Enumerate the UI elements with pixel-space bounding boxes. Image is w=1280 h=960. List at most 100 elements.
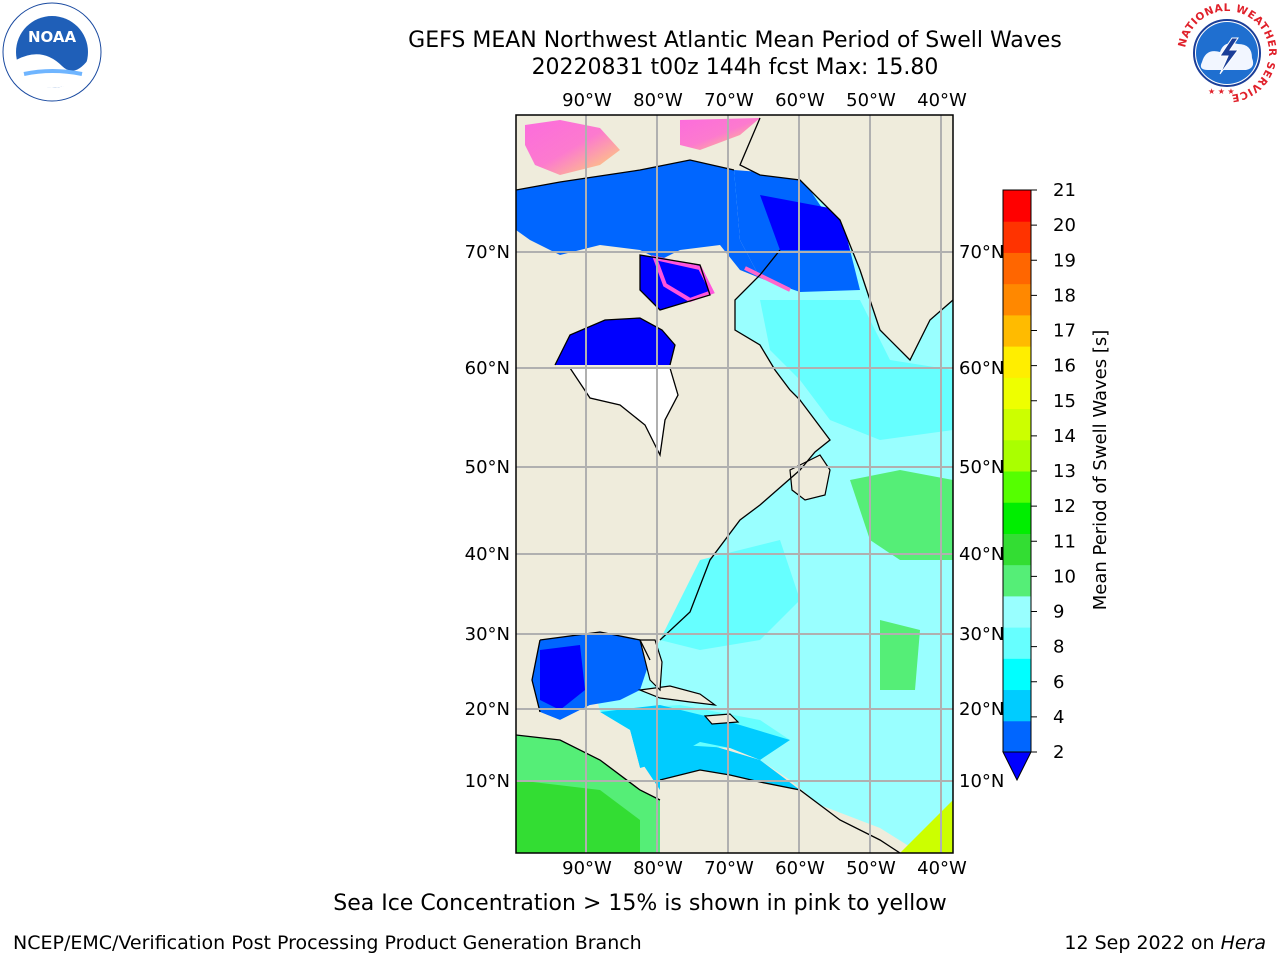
colorbar-bin bbox=[1003, 502, 1031, 534]
colorbar-tick-label: 8 bbox=[1053, 637, 1064, 658]
colorbar-tick-label: 16 bbox=[1053, 356, 1076, 377]
colorbar-bin bbox=[1003, 252, 1031, 285]
colorbar-bin bbox=[1003, 314, 1031, 347]
lat-label: 30°N bbox=[959, 624, 1004, 645]
colorbar: 2 4 6 8 9 10 11 12 13 14 15 16 17 18 19 20 21 bbox=[1002, 180, 1076, 782]
no-data-area bbox=[570, 368, 678, 455]
colorbar-bin bbox=[1003, 377, 1031, 410]
lon-label: 40°W bbox=[917, 858, 967, 879]
longitude-labels-bottom: 90°W 80°W 70°W 60°W 50°W 40°W bbox=[562, 858, 967, 879]
lat-label: 50°N bbox=[465, 457, 510, 478]
ocean-patch bbox=[660, 540, 800, 650]
lat-label: 50°N bbox=[959, 457, 1004, 478]
lon-label: 50°W bbox=[846, 90, 896, 111]
colorbar-bin bbox=[1003, 564, 1031, 597]
lat-label: 10°N bbox=[465, 771, 510, 792]
colorbar-tick-label: 4 bbox=[1053, 707, 1064, 728]
lon-label: 80°W bbox=[633, 858, 683, 879]
colorbar-tick-label: 19 bbox=[1053, 250, 1076, 271]
lon-label: 60°W bbox=[775, 90, 825, 111]
colorbar-extend-arrow bbox=[1002, 751, 1032, 782]
chart-title: GEFS MEAN Northwest Atlantic Mean Period… bbox=[408, 28, 1062, 53]
credit-text: NCEP/EMC/Verification Post Processing Pr… bbox=[13, 932, 642, 954]
colorbar-tick-label: 6 bbox=[1053, 672, 1064, 693]
lon-label: 70°W bbox=[704, 858, 754, 879]
latitude-labels-right: 70°N 60°N 50°N 40°N 30°N 20°N 10°N bbox=[959, 242, 1004, 792]
latitude-labels-left: 70°N 60°N 50°N 40°N 30°N 20°N 10°N bbox=[465, 242, 510, 792]
lat-label: 30°N bbox=[465, 624, 510, 645]
colorbar-bin bbox=[1003, 471, 1031, 503]
ocean-patch bbox=[900, 800, 953, 853]
cuba bbox=[637, 685, 718, 706]
sea-ice bbox=[525, 120, 620, 175]
ocean-patch bbox=[850, 470, 953, 560]
colorbar-bin bbox=[1003, 533, 1031, 566]
colorbar-tick-label: 12 bbox=[1053, 496, 1076, 517]
lat-label: 40°N bbox=[959, 544, 1004, 565]
colorbar-tick-label: 11 bbox=[1053, 531, 1076, 552]
colorbar-label: Mean Period of Swell Waves [s] bbox=[1090, 330, 1111, 611]
colorbar-bin bbox=[1003, 221, 1031, 253]
lat-label: 20°N bbox=[959, 699, 1004, 720]
south-america bbox=[660, 770, 900, 853]
colorbar-tick-label: 18 bbox=[1053, 285, 1076, 306]
svg-text:NOAA: NOAA bbox=[28, 28, 77, 46]
hispaniola bbox=[703, 713, 740, 725]
ocean-patch bbox=[540, 645, 585, 710]
lon-label: 60°W bbox=[775, 858, 825, 879]
colorbar-tick-label: 17 bbox=[1053, 321, 1076, 342]
colorbar-bin bbox=[1003, 627, 1031, 659]
colorbar-bin bbox=[1003, 658, 1031, 691]
colorbar-bin bbox=[1003, 720, 1031, 753]
lat-label: 60°N bbox=[959, 358, 1004, 379]
colorbar-tick-label: 21 bbox=[1053, 180, 1076, 201]
colorbar-bin bbox=[1003, 190, 1031, 222]
caribbean-sea bbox=[600, 705, 790, 768]
chart-subtitle: 20220831 t00z 144h fcst Max: 15.80 bbox=[531, 55, 939, 80]
lon-label: 40°W bbox=[917, 90, 967, 111]
sea-ice bbox=[680, 118, 760, 150]
lat-label: 20°N bbox=[465, 699, 510, 720]
lon-label: 70°W bbox=[704, 90, 754, 111]
ocean-patch bbox=[516, 780, 640, 853]
host-name: Hera bbox=[1220, 932, 1266, 954]
colorbar-tick-label: 2 bbox=[1053, 742, 1064, 763]
lon-label: 80°W bbox=[633, 90, 683, 111]
colorbar-tick-label: 13 bbox=[1053, 461, 1076, 482]
colorbar-tick-label: 9 bbox=[1053, 602, 1064, 623]
svg-text:★ ★ ★: ★ ★ ★ bbox=[1208, 87, 1235, 96]
arctic-channels bbox=[516, 160, 760, 278]
colorbar-tick-label: 20 bbox=[1053, 215, 1076, 236]
map-panel bbox=[516, 115, 953, 853]
nws-logo-icon: NATIONAL WEATHER SERVICE ★ ★ ★ bbox=[1176, 2, 1277, 104]
colorbar-tick-label: 14 bbox=[1053, 426, 1076, 447]
colorbar-bin bbox=[1003, 689, 1031, 722]
map-frame bbox=[515, 114, 954, 854]
ocean-patch bbox=[880, 620, 920, 690]
lat-label: 70°N bbox=[959, 242, 1004, 263]
longitude-labels-top: 90°W 80°W 70°W 60°W 50°W 40°W bbox=[562, 90, 967, 111]
central-america bbox=[516, 700, 640, 780]
ocean-patch bbox=[760, 300, 953, 440]
lat-label: 70°N bbox=[465, 242, 510, 263]
colorbar-bin bbox=[1003, 346, 1031, 378]
lon-label: 50°W bbox=[846, 858, 896, 879]
date-text: 12 Sep 2022 on Hera bbox=[1064, 932, 1266, 954]
lat-label: 10°N bbox=[959, 771, 1004, 792]
ice-note: Sea Ice Concentration > 15% is shown in … bbox=[333, 891, 947, 916]
graticule bbox=[516, 115, 953, 853]
colorbar-bin bbox=[1003, 408, 1031, 441]
ocean-patch bbox=[760, 195, 850, 250]
greenland bbox=[740, 118, 953, 360]
sea-ice bbox=[651, 255, 715, 303]
lon-label: 90°W bbox=[562, 90, 612, 111]
sea-ice bbox=[744, 266, 791, 292]
colorbar-bin bbox=[1003, 595, 1031, 628]
colorbar-bin bbox=[1003, 439, 1031, 472]
date-label: 12 Sep 2022 on bbox=[1064, 932, 1215, 954]
lat-label: 40°N bbox=[465, 544, 510, 565]
lat-label: 60°N bbox=[465, 358, 510, 379]
colorbar-tick-label: 10 bbox=[1053, 566, 1076, 587]
colorbar-tick-label: 15 bbox=[1053, 391, 1076, 412]
